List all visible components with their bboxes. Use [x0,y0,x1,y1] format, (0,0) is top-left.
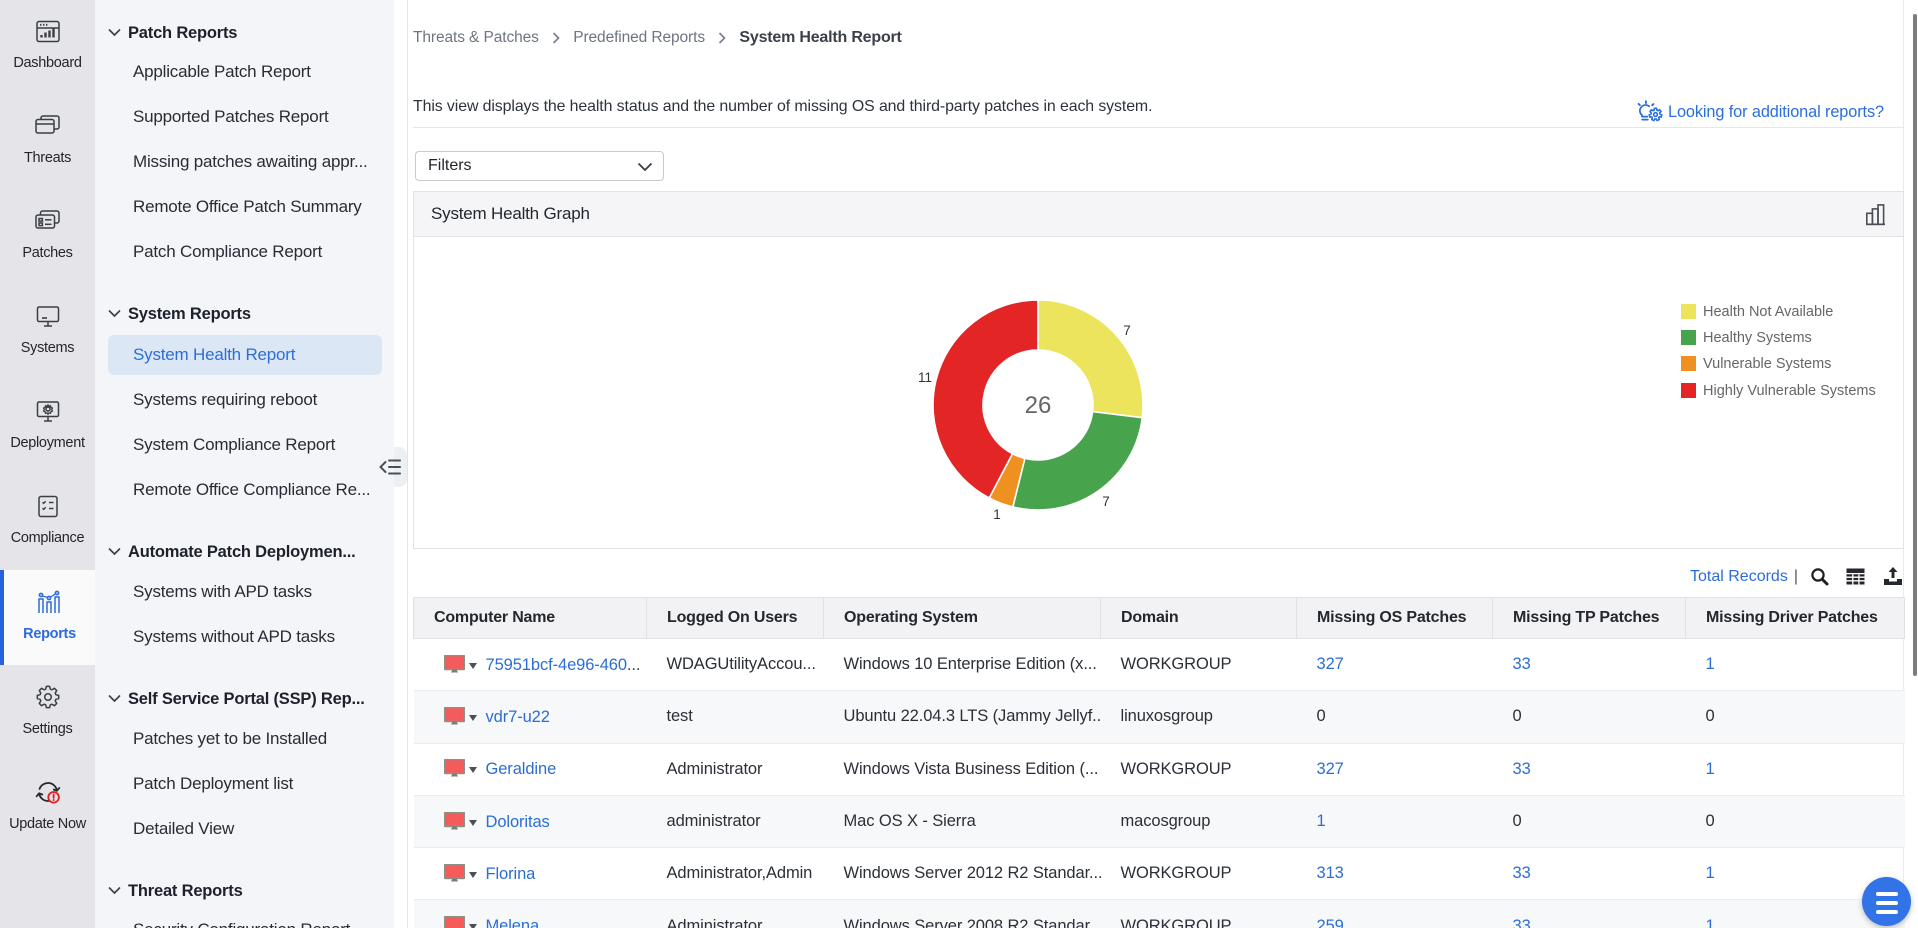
svg-text:26: 26 [1025,392,1052,419]
svg-text:7: 7 [1102,494,1110,509]
svg-text:1: 1 [993,507,1001,522]
svg-text:7: 7 [1123,323,1131,338]
svg-text:11: 11 [918,370,932,385]
